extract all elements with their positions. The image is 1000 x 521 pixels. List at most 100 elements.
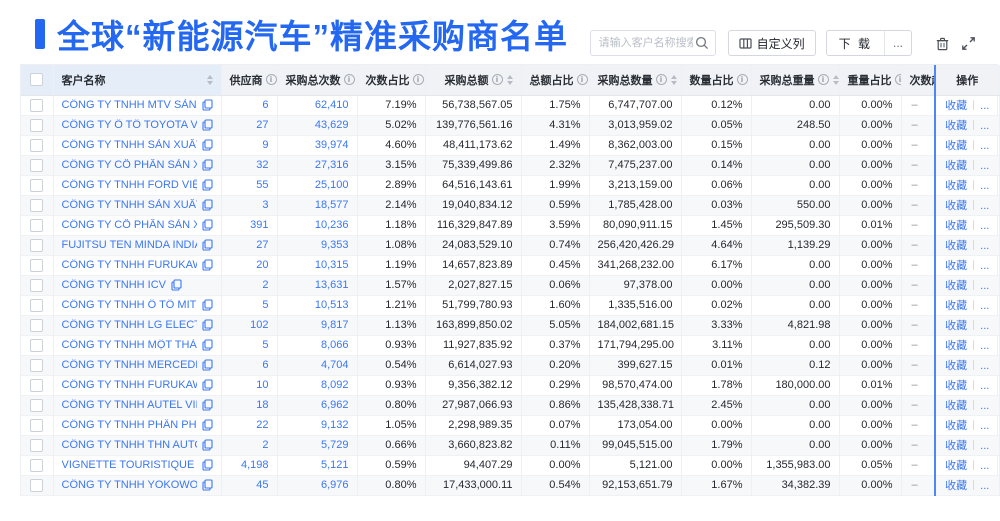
supplier-count-link[interactable]: 2 bbox=[221, 275, 278, 296]
purchase-count-link[interactable]: 39,974 bbox=[277, 135, 358, 156]
download-more-button[interactable]: ... bbox=[883, 31, 911, 55]
purchase-count-link[interactable]: 6,976 bbox=[277, 475, 358, 496]
trash-icon[interactable] bbox=[932, 33, 952, 53]
column-header-count-pct[interactable]: 次数占比 bbox=[357, 65, 426, 96]
sort-icon[interactable] bbox=[670, 74, 677, 85]
row-checkbox[interactable] bbox=[30, 158, 44, 172]
row-select-cell[interactable] bbox=[21, 195, 54, 216]
copy-icon[interactable] bbox=[201, 339, 213, 351]
row-more-button[interactable]: ... bbox=[980, 380, 990, 392]
supplier-count-link[interactable]: 10 bbox=[221, 375, 278, 396]
row-select-cell[interactable] bbox=[21, 455, 54, 476]
sort-icon[interactable] bbox=[832, 74, 838, 85]
row-more-button[interactable]: ... bbox=[980, 320, 990, 332]
row-checkbox[interactable] bbox=[30, 198, 44, 212]
supplier-count-link[interactable]: 22 bbox=[221, 415, 278, 436]
supplier-count-link[interactable]: 27 bbox=[221, 235, 278, 256]
info-icon[interactable] bbox=[817, 74, 829, 86]
customer-name-link[interactable]: CÔNG TY CỔ PHẦN SẢN XUẤT... bbox=[61, 219, 197, 231]
row-more-button[interactable]: ... bbox=[980, 160, 990, 172]
row-checkbox[interactable] bbox=[30, 98, 44, 112]
row-select-cell[interactable] bbox=[21, 475, 54, 496]
customer-name-link[interactable]: CÔNG TY CỔ PHẦN SẢN XUẤT... bbox=[61, 159, 197, 171]
favorite-button[interactable]: 收藏 bbox=[945, 120, 968, 132]
favorite-button[interactable]: 收藏 bbox=[945, 180, 968, 192]
row-more-button[interactable]: ... bbox=[980, 460, 990, 472]
favorite-button[interactable]: 收藏 bbox=[945, 360, 968, 372]
purchase-count-link[interactable]: 25,100 bbox=[277, 175, 358, 196]
row-more-button[interactable]: ... bbox=[980, 400, 990, 412]
row-more-button[interactable]: ... bbox=[980, 220, 990, 232]
row-select-cell[interactable] bbox=[21, 235, 54, 256]
customer-name-link[interactable]: CÔNG TY TNHH FURUKAWA A... bbox=[61, 379, 197, 391]
row-checkbox[interactable] bbox=[30, 178, 44, 192]
customer-name-link[interactable]: CÔNG TY TNHH AUTEL VIỆT N... bbox=[61, 399, 197, 411]
column-header-purchase-qty[interactable]: 采购总数量 bbox=[589, 65, 682, 96]
sort-icon[interactable] bbox=[206, 74, 213, 85]
row-checkbox[interactable] bbox=[30, 378, 44, 392]
supplier-count-link[interactable]: 6 bbox=[221, 355, 278, 376]
copy-icon[interactable] bbox=[201, 439, 213, 451]
supplier-count-link[interactable]: 5 bbox=[221, 295, 278, 316]
customer-name-link[interactable]: FUJITSU TEN MINDA INDIA PVT... bbox=[61, 239, 197, 251]
row-select-cell[interactable] bbox=[21, 435, 54, 456]
supplier-count-link[interactable]: 27 bbox=[221, 115, 278, 136]
purchase-count-link[interactable]: 5,729 bbox=[277, 435, 358, 456]
row-more-button[interactable]: ... bbox=[980, 300, 990, 312]
copy-icon[interactable] bbox=[201, 399, 213, 411]
column-header-supplier[interactable]: 供应商 bbox=[221, 65, 278, 96]
purchase-count-link[interactable]: 10,236 bbox=[277, 215, 358, 236]
supplier-count-link[interactable]: 32 bbox=[221, 155, 278, 176]
supplier-count-link[interactable]: 4,198 bbox=[221, 455, 278, 476]
row-more-button[interactable]: ... bbox=[980, 340, 990, 352]
purchase-count-link[interactable]: 9,132 bbox=[277, 415, 358, 436]
row-checkbox[interactable] bbox=[30, 138, 44, 152]
search-box[interactable] bbox=[589, 30, 716, 56]
customer-name-link[interactable]: VIGNETTE TOURISTIQUE G UNI... bbox=[61, 459, 197, 471]
supplier-count-link[interactable]: 9 bbox=[221, 135, 278, 156]
customer-name-link[interactable]: CÔNG TY TNHH PHÂN PHỐI T... bbox=[61, 419, 197, 431]
row-more-button[interactable]: ... bbox=[980, 120, 990, 132]
column-header-weight-pct[interactable]: 重量占比 bbox=[839, 65, 902, 96]
copy-icon[interactable] bbox=[201, 419, 213, 431]
copy-icon[interactable] bbox=[201, 379, 213, 391]
column-header-amount-pct[interactable]: 总额占比 bbox=[521, 65, 590, 96]
customer-name-link[interactable]: CÔNG TY TNHH MTV SẢN XUẤ... bbox=[61, 99, 197, 111]
copy-icon[interactable] bbox=[201, 119, 213, 131]
select-all-cell[interactable] bbox=[21, 65, 54, 96]
row-more-button[interactable]: ... bbox=[980, 360, 990, 372]
row-checkbox[interactable] bbox=[30, 338, 44, 352]
row-checkbox[interactable] bbox=[30, 218, 44, 232]
supplier-count-link[interactable]: 102 bbox=[221, 315, 278, 336]
favorite-button[interactable]: 收藏 bbox=[945, 280, 968, 292]
search-icon[interactable] bbox=[695, 36, 709, 50]
favorite-button[interactable]: 收藏 bbox=[945, 340, 968, 352]
download-button[interactable]: 下 载 bbox=[838, 36, 872, 51]
row-checkbox[interactable] bbox=[30, 118, 44, 132]
info-icon[interactable] bbox=[894, 74, 900, 86]
fullscreen-icon[interactable] bbox=[958, 33, 978, 53]
favorite-button[interactable]: 收藏 bbox=[945, 480, 968, 492]
favorite-button[interactable]: 收藏 bbox=[945, 100, 968, 112]
customer-name-link[interactable]: CÔNG TY TNHH MỘT THÀNH V... bbox=[61, 339, 197, 351]
supplier-count-link[interactable]: 391 bbox=[221, 215, 278, 236]
row-checkbox[interactable] bbox=[30, 258, 44, 272]
favorite-button[interactable]: 收藏 bbox=[945, 160, 968, 172]
row-select-cell[interactable] bbox=[21, 115, 54, 136]
purchase-count-link[interactable]: 9,353 bbox=[277, 235, 358, 256]
customer-name-link[interactable]: CÔNG TY TNHH Ô TÔ MITSUBI... bbox=[61, 299, 197, 311]
favorite-button[interactable]: 收藏 bbox=[945, 380, 968, 392]
purchase-count-link[interactable]: 8,092 bbox=[277, 375, 358, 396]
copy-icon[interactable] bbox=[201, 99, 213, 111]
copy-icon[interactable] bbox=[201, 479, 213, 491]
row-more-button[interactable]: ... bbox=[980, 480, 990, 492]
purchase-count-link[interactable]: 5,121 bbox=[277, 455, 358, 476]
row-more-button[interactable]: ... bbox=[980, 280, 990, 292]
copy-icon[interactable] bbox=[171, 279, 182, 291]
purchase-count-link[interactable]: 10,513 bbox=[277, 295, 358, 316]
supplier-count-link[interactable]: 5 bbox=[221, 335, 278, 356]
column-header-purchase-count[interactable]: 采购总次数 bbox=[277, 65, 358, 96]
info-icon[interactable] bbox=[736, 74, 748, 86]
info-icon[interactable] bbox=[491, 74, 503, 86]
favorite-button[interactable]: 收藏 bbox=[945, 440, 968, 452]
